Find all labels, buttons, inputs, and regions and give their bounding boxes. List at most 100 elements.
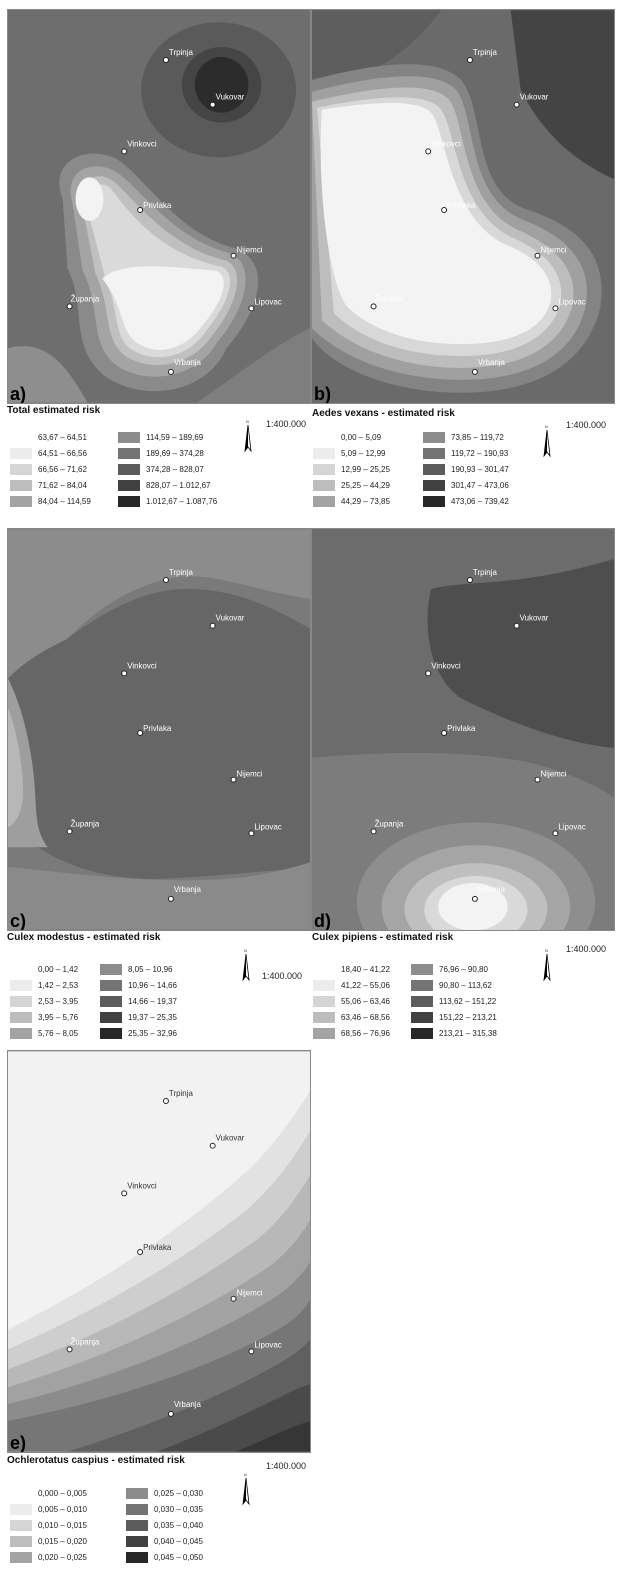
scale-label: 1:400.000	[262, 971, 303, 981]
city-vrbanja-marker	[167, 1410, 174, 1417]
city-lipovac-marker	[248, 830, 255, 837]
city-privlaka-marker	[137, 729, 144, 736]
city-vrbanja-marker	[471, 895, 478, 902]
legend-item: 0,030 – 0,035	[126, 1504, 203, 1515]
legend-item: 5,09 – 12,99	[313, 448, 385, 459]
risk-map-culex-pipiens[interactable]: Trpinja Vukovar Vinkovci Privlaka Nijemc…	[311, 528, 615, 931]
legend-item: 0,010 – 0,015	[10, 1520, 87, 1531]
city-trpinja-marker	[466, 56, 473, 63]
legend-item: 68,56 – 76,96	[313, 1028, 390, 1039]
city-nijemci-label: Nijemci	[540, 246, 566, 255]
city-nijemci-label: Nijemci	[236, 246, 262, 255]
panel-letter: a)	[10, 384, 27, 404]
city-nijemci-label: Nijemci	[236, 1289, 262, 1298]
legend-item: 55,06 – 63,46	[313, 996, 390, 1007]
legend-item: 0,000 – 0,005	[10, 1488, 87, 1499]
north-arrow-icon: N	[241, 417, 255, 453]
panel-title: Culex modestus - estimated risk	[7, 932, 161, 943]
risk-map-aedes-vexans[interactable]: Trpinja Vukovar Vinkovci Privlaka Nijemc…	[311, 9, 615, 404]
legend-item: 190,93 – 301,47	[423, 464, 509, 475]
city-markers: Trpinja Vukovar Vinkovci Privlaka Nijemc…	[66, 48, 282, 375]
city-markers: Trpinja Vukovar Vinkovci Privlaka Nijemc…	[66, 1089, 282, 1417]
risk-map-culex-modestus[interactable]: Trpinja Vukovar Vinkovci Privlaka Nijemc…	[7, 528, 311, 931]
legend-item: 64,51 – 66,56	[10, 448, 87, 459]
legend-item: 10,96 – 14,66	[100, 980, 177, 991]
city-nijemci-marker	[230, 1295, 237, 1302]
city-nijemci-marker	[534, 776, 541, 783]
city-zupanja-label: Županja	[71, 819, 100, 828]
risk-surface-total	[8, 10, 310, 403]
city-trpinja-marker	[162, 577, 169, 583]
legend-item: 114,59 – 189,69	[118, 432, 203, 443]
city-vukovar-marker	[209, 1142, 216, 1149]
panel-title: Ochlerotatus caspius - estimated risk	[7, 1455, 185, 1466]
city-vinkovci-label: Vinkovci	[127, 661, 157, 670]
legend-item: 473,06 – 739,42	[423, 496, 509, 507]
city-lipovac-label: Lipovac	[558, 822, 585, 831]
legend-item: 71,62 – 84,04	[10, 480, 87, 491]
north-arrow-icon: N	[540, 946, 554, 982]
legend-item: 189,69 – 374,28	[118, 448, 204, 459]
risk-map-total[interactable]: Trpinja Vukovar Vinkovci Privlaka Nijemc…	[7, 9, 311, 404]
city-zupanja-marker	[66, 1346, 73, 1353]
city-trpinja-label: Trpinja	[473, 568, 498, 577]
city-privlaka-marker	[441, 729, 448, 736]
legend-item: 25,35 – 32,96	[100, 1028, 177, 1039]
legend-item: 8,05 – 10,96	[100, 964, 172, 975]
legend-item: 2,53 – 3,95	[10, 996, 78, 1007]
legend-item: 1.012,67 – 1.087,76	[118, 496, 217, 507]
city-vinkovci-marker	[425, 148, 432, 155]
legend-item: 3,95 – 5,76	[10, 1012, 78, 1023]
legend-item: 63,67 – 64,51	[10, 432, 87, 443]
legend-item: 41,22 – 55,06	[313, 980, 390, 991]
city-vrbanja-label: Vrbanja	[174, 1400, 202, 1409]
legend-item: 0,020 – 0,025	[10, 1552, 87, 1563]
north-arrow-icon: N	[540, 422, 554, 458]
city-trpinja-marker	[466, 577, 473, 583]
legend-item: 0,035 – 0,040	[126, 1520, 203, 1531]
city-privlaka-marker	[137, 206, 144, 213]
city-nijemci-label: Nijemci	[540, 770, 566, 779]
panel-title: Aedes vexans - estimated risk	[312, 408, 455, 419]
city-privlaka-label: Privlaka	[447, 724, 476, 733]
scale-label: 1:400.000	[266, 1461, 307, 1471]
city-vukovar-label: Vukovar	[520, 93, 549, 102]
city-lipovac-marker	[248, 1348, 255, 1355]
city-zupanja-label: Županja	[71, 294, 100, 303]
city-lipovac-marker	[552, 830, 559, 837]
city-vrbanja-marker	[167, 895, 174, 902]
panel-letter: c)	[10, 911, 27, 931]
legend-item: 119,72 – 190,93	[423, 448, 508, 459]
city-vrbanja-label: Vrbanja	[478, 358, 506, 367]
legend-item: 0,025 – 0,030	[126, 1488, 203, 1499]
city-vukovar-marker	[513, 101, 520, 108]
city-trpinja-label: Trpinja	[169, 568, 194, 577]
svg-text:N: N	[545, 948, 548, 953]
city-vrbanja-label: Vrbanja	[478, 885, 506, 894]
city-trpinja-label: Trpinja	[473, 48, 498, 57]
legend-item: 73,85 – 119,72	[423, 432, 504, 443]
svg-text:N: N	[244, 1472, 247, 1477]
city-markers: Trpinja Vukovar Vinkovci Privlaka Nijemc…	[66, 568, 282, 902]
risk-surface-ochlerotatus-caspius	[8, 1051, 310, 1452]
legend-item: 18,40 – 41,22	[313, 964, 390, 975]
city-nijemci-marker	[534, 252, 541, 259]
legend-item: 213,21 – 315,38	[411, 1028, 497, 1039]
legend-item: 1,42 – 2,53	[10, 980, 78, 991]
city-trpinja-marker	[162, 56, 169, 63]
risk-surface-culex-pipiens	[312, 529, 614, 930]
city-lipovac-marker	[552, 305, 559, 312]
legend-item: 12,99 – 25,25	[313, 464, 390, 475]
legend-item: 0,015 – 0,020	[10, 1536, 87, 1547]
legend-item: 66,56 – 71,62	[10, 464, 87, 475]
scale-label: 1:400.000	[566, 944, 607, 954]
legend-item: 0,00 – 1,42	[10, 964, 78, 975]
city-nijemci-marker	[230, 252, 237, 259]
risk-map-ochlerotatus-caspius[interactable]: Trpinja Vukovar Vinkovci Privlaka Nijemc…	[7, 1050, 311, 1453]
city-vinkovci-label: Vinkovci	[431, 661, 461, 670]
svg-text:N: N	[545, 424, 548, 429]
city-zupanja-label: Županja	[71, 1337, 100, 1346]
city-zupanja-marker	[66, 303, 73, 310]
legend-item: 19,37 – 25,35	[100, 1012, 177, 1023]
city-privlaka-label: Privlaka	[143, 201, 172, 210]
